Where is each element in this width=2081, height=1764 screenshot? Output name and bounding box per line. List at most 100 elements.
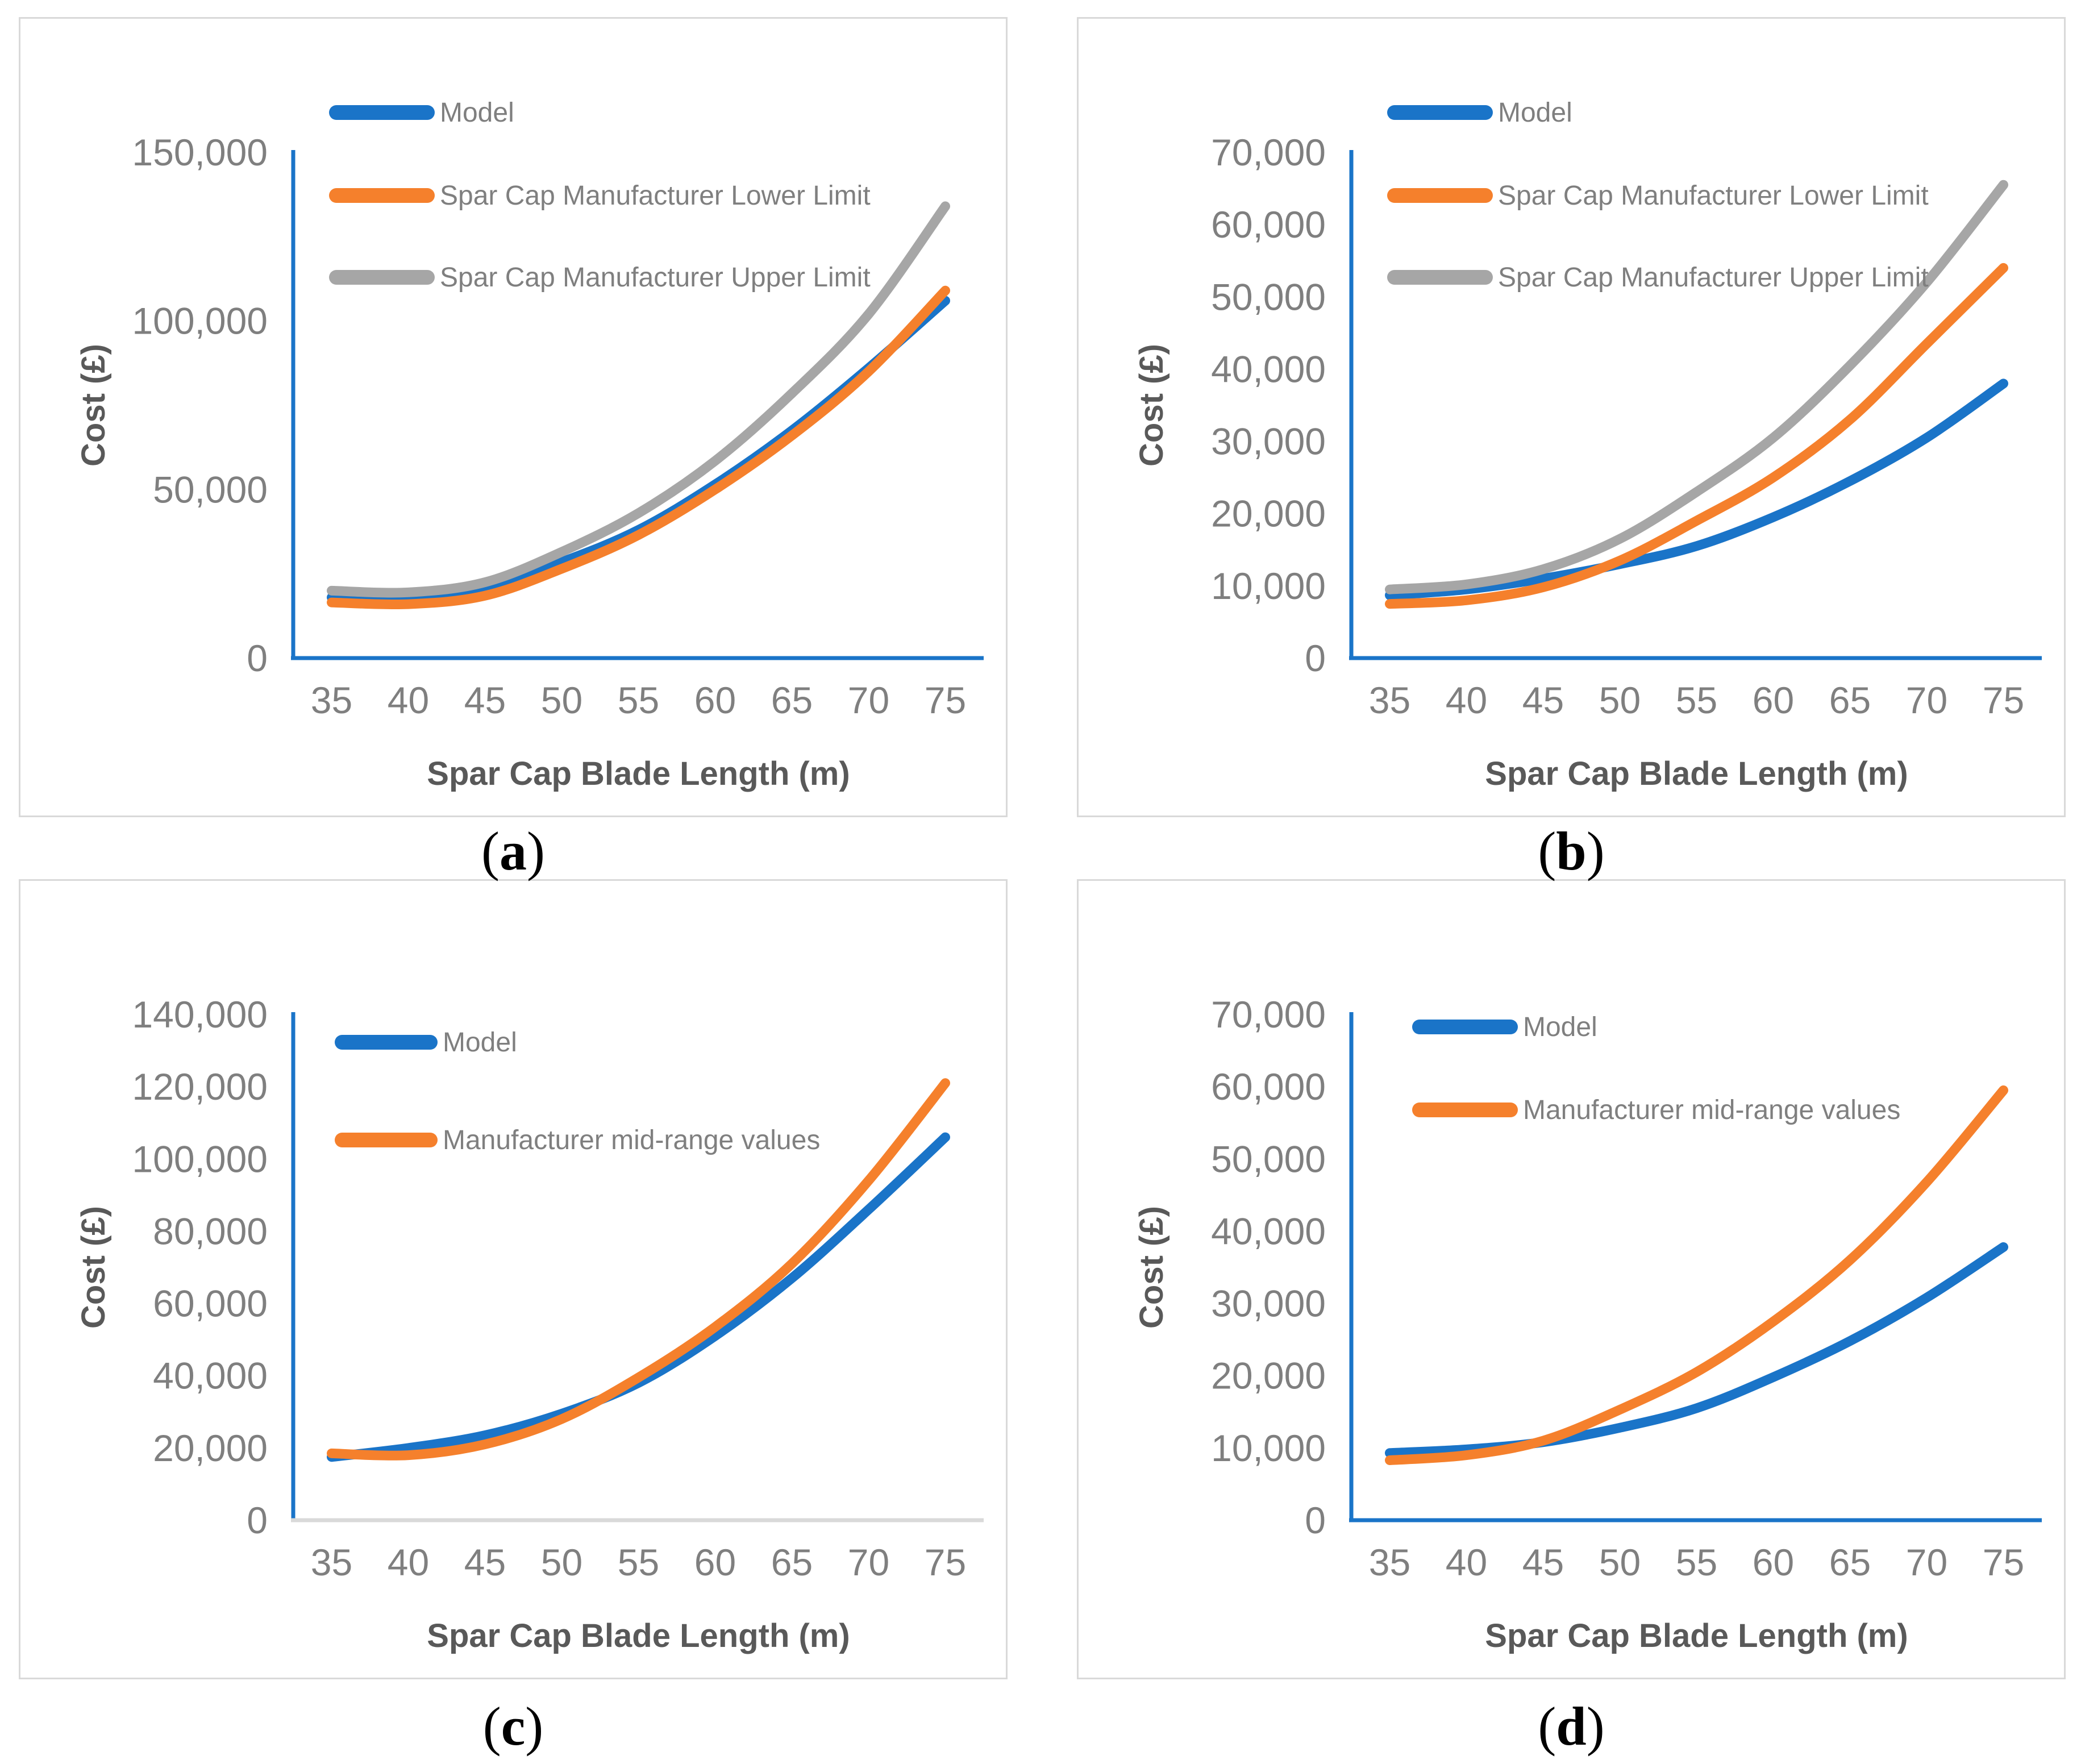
x-tick-label: 70: [1906, 679, 1947, 721]
x-tick-label: 45: [1522, 1541, 1564, 1583]
x-tick-label: 55: [1676, 679, 1717, 721]
caption-b-letter: b: [1556, 821, 1587, 881]
series-line-spar-cap-manufacturer-lower-limit: [1385, 263, 2008, 609]
chart-c-canvas: 0 20,000 40,000 60,000 80,000 100,000 120,000 1…: [75, 993, 984, 1654]
caption-a: (a): [19, 823, 1008, 880]
x-tick-label: 75: [925, 679, 966, 721]
y-tick-label: 40,000: [153, 1355, 268, 1397]
x-tick-label: 65: [771, 679, 813, 721]
chart-d-canvas: 0 10,000 20,000 30,000 40,000 50,000 60,000 70,…: [1133, 993, 2042, 1654]
caption-c-close-paren: ): [525, 1696, 544, 1757]
series-line-spar-cap-manufacturer-upper-limit: [327, 201, 950, 598]
legend-label: Model: [443, 1027, 517, 1058]
y-tick-label: 70,000: [1211, 131, 1326, 173]
caption-a-open-paren: (: [481, 821, 500, 881]
y-tick-label: 30,000: [1211, 1283, 1326, 1325]
x-tick-label: 60: [694, 1541, 736, 1583]
chart-panel-a: 0 50,000 100,000 150,000 35 40 45 50 55 60 65 70 75 S…: [19, 17, 1008, 817]
x-tick-label: 65: [1829, 1541, 1871, 1583]
y-tick-label: 80,000: [153, 1210, 268, 1252]
y-tick-label: 50,000: [1211, 276, 1326, 318]
y-tick-label: 60,000: [1211, 203, 1326, 246]
x-tick-label: 75: [925, 1541, 966, 1583]
x-tick-label: 70: [848, 1541, 889, 1583]
x-tick-label: 60: [694, 679, 736, 721]
x-tick-label: 45: [464, 679, 506, 721]
x-axis-title: Spar Cap Blade Length (m): [1485, 755, 1908, 792]
x-tick-label: 60: [1753, 679, 1794, 721]
legend-label: Model: [1523, 1012, 1597, 1042]
series-line-manufacturer-mid-range-values: [327, 1078, 950, 1461]
y-tick-label: 100,000: [132, 1138, 268, 1180]
series-line-model: [327, 296, 950, 602]
y-axis-title: Cost (£): [1133, 1206, 1170, 1329]
y-tick-label: 40,000: [1211, 348, 1326, 390]
x-tick-label: 40: [388, 679, 429, 721]
series-line-spar-cap-manufacturer-upper-limit: [1385, 180, 2008, 594]
x-tick-label: 50: [1599, 679, 1641, 721]
y-tick-label: 70,000: [1211, 993, 1326, 1035]
series-line-spar-cap-manufacturer-lower-limit: [327, 285, 950, 610]
x-tick-label: 70: [848, 679, 889, 721]
y-tick-label: 0: [247, 1499, 268, 1541]
caption-d-close-paren: ): [1586, 1696, 1605, 1757]
caption-c-open-paren: (: [482, 1696, 501, 1757]
y-tick-label: 150,000: [132, 131, 268, 173]
legend-label: Spar Cap Manufacturer Upper Limit: [1498, 263, 1929, 293]
x-tick-label: 35: [1369, 679, 1410, 721]
y-tick-label: 10,000: [1211, 565, 1326, 607]
caption-a-close-paren: ): [527, 821, 545, 881]
chart-b-canvas: 0 10,000 20,000 30,000 40,000 50,000 60,000 70,…: [1133, 98, 2042, 792]
chart-panel-d: 0 10,000 20,000 30,000 40,000 50,000 60,000 70,…: [1077, 879, 2066, 1679]
legend-label: Spar Cap Manufacturer Lower Limit: [440, 181, 871, 211]
x-tick-label: 55: [1676, 1541, 1717, 1583]
y-tick-label: 60,000: [1211, 1066, 1326, 1108]
x-tick-label: 45: [464, 1541, 506, 1583]
x-tick-label: 70: [1906, 1541, 1947, 1583]
x-tick-label: 55: [618, 1541, 659, 1583]
y-axis-title: Cost (£): [1133, 344, 1170, 467]
x-tick-label: 50: [541, 1541, 582, 1583]
caption-b-open-paren: (: [1538, 821, 1556, 881]
x-tick-label: 55: [618, 679, 659, 721]
x-tick-label: 75: [1983, 679, 2024, 721]
y-tick-label: 60,000: [153, 1283, 268, 1325]
x-axis-title: Spar Cap Blade Length (m): [427, 1617, 850, 1654]
x-tick-label: 65: [1829, 679, 1871, 721]
y-tick-label: 50,000: [153, 468, 268, 510]
series-line-model: [327, 1132, 950, 1462]
x-axis-title: Spar Cap Blade Length (m): [427, 755, 850, 792]
y-tick-label: 30,000: [1211, 421, 1326, 463]
y-axis-title: Cost (£): [75, 344, 112, 467]
legend-label: Model: [440, 98, 514, 128]
y-tick-label: 50,000: [1211, 1138, 1326, 1180]
y-tick-label: 20,000: [1211, 493, 1326, 535]
legend-label: Manufacturer mid-range values: [443, 1125, 820, 1155]
chart-a-canvas: 0 50,000 100,000 150,000 35 40 45 50 55 60 65 70 75 S…: [75, 98, 984, 792]
x-tick-label: 50: [1599, 1541, 1641, 1583]
x-tick-label: 40: [1446, 679, 1487, 721]
x-tick-label: 35: [311, 679, 352, 721]
x-tick-label: 40: [1446, 1541, 1487, 1583]
x-tick-label: 35: [311, 1541, 352, 1583]
y-tick-label: 0: [247, 637, 268, 679]
y-tick-label: 120,000: [132, 1066, 268, 1108]
chart-panel-c: 0 20,000 40,000 60,000 80,000 100,000 120,000 1…: [19, 879, 1008, 1679]
series-line-model: [1385, 1242, 2008, 1458]
legend-label: Model: [1498, 98, 1572, 128]
y-tick-label: 0: [1305, 1499, 1326, 1541]
caption-c: (c): [19, 1698, 1008, 1755]
x-tick-label: 65: [771, 1541, 813, 1583]
series-line-model: [1385, 378, 2008, 600]
legend-label: Manufacturer mid-range values: [1523, 1095, 1900, 1125]
y-tick-label: 0: [1305, 637, 1326, 679]
caption-b-close-paren: ): [1586, 821, 1605, 881]
x-tick-label: 50: [541, 679, 582, 721]
caption-b: (b): [1077, 823, 2066, 880]
legend-label: Spar Cap Manufacturer Lower Limit: [1498, 181, 1929, 211]
x-tick-label: 75: [1983, 1541, 2024, 1583]
caption-a-letter: a: [500, 821, 527, 881]
y-axis-title: Cost (£): [75, 1206, 112, 1329]
x-tick-label: 60: [1753, 1541, 1794, 1583]
caption-d-letter: d: [1556, 1696, 1587, 1757]
